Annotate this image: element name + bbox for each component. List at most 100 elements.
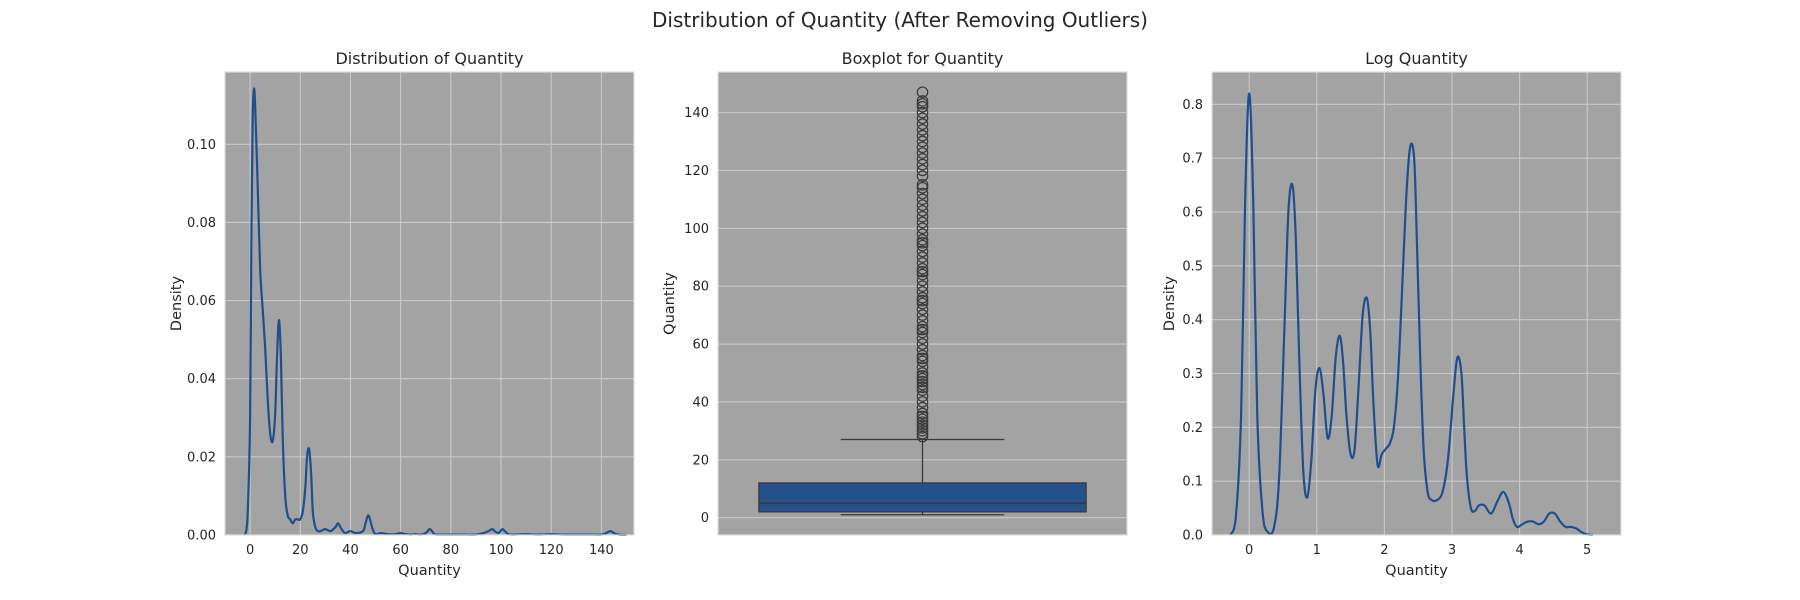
xticks-log: 0 1 2 3 4 5 xyxy=(1245,543,1591,558)
outlier-point xyxy=(916,396,929,408)
outlier-point xyxy=(916,410,929,423)
outlier-point xyxy=(916,401,929,414)
marks-log xyxy=(1229,92,1593,537)
density-line xyxy=(243,87,627,537)
outlier-point xyxy=(916,262,929,275)
outlier-point xyxy=(916,187,929,200)
yticks-distribution: 0.00 0.02 0.04 0.06 0.08 0.10 xyxy=(187,138,216,544)
x-axis-label-log: Quantity xyxy=(1385,563,1448,579)
y-tick-label: 0.4 xyxy=(1182,313,1203,328)
outlier-point xyxy=(916,141,929,154)
outlier-point xyxy=(916,153,929,165)
box-iqr xyxy=(758,482,1087,513)
y-tick-label: 0.06 xyxy=(187,294,216,309)
x-tick-label: 1 xyxy=(1313,543,1321,558)
panel-distribution: Distribution of Quantity 0 20 40 60 80 100 120… xyxy=(169,49,635,579)
outlier-point xyxy=(916,384,929,397)
y-tick-label: 0.0 xyxy=(1182,529,1203,544)
outlier-point xyxy=(916,323,929,336)
outlier-point xyxy=(916,100,929,113)
outlier-point xyxy=(916,349,929,362)
outlier-point xyxy=(916,147,929,159)
outlier-point xyxy=(916,367,929,379)
outlier-point xyxy=(916,124,929,136)
outlier-point xyxy=(916,257,929,269)
outlier-point xyxy=(916,326,929,339)
outlier-point xyxy=(916,361,929,373)
y-tick-label: 0.08 xyxy=(187,216,216,231)
outlier-point xyxy=(916,164,929,177)
x-tick-label: 5 xyxy=(1583,543,1591,558)
outlier-point xyxy=(916,228,929,240)
plot-area-distribution xyxy=(225,72,634,535)
y-axis-label-boxplot: Quantity xyxy=(662,272,678,335)
outlier-point xyxy=(916,251,929,264)
y-tick-label: 140 xyxy=(684,106,709,121)
x-tick-label: 20 xyxy=(292,543,309,558)
y-tick-label: 0.2 xyxy=(1182,421,1203,436)
frame-log xyxy=(1211,71,1622,536)
outlier-point xyxy=(916,291,929,304)
panel-title-distribution: Distribution of Quantity xyxy=(335,49,523,68)
panel-title-log: Log Quantity xyxy=(1365,49,1468,68)
outlier-point xyxy=(916,419,929,431)
y-tick-label: 120 xyxy=(684,164,709,179)
outlier-point xyxy=(916,239,929,252)
outlier-point xyxy=(916,95,929,107)
panel-boxplot: Boxplot for Quantity 020406080100120140 … xyxy=(662,49,1128,536)
outlier-point xyxy=(916,372,929,385)
y-tick-label: 0.04 xyxy=(187,372,216,387)
x-tick-label: 2 xyxy=(1380,543,1388,558)
outlier-point xyxy=(916,413,929,426)
xticks-distribution: 0 20 40 60 80 100 120 140 xyxy=(246,543,614,558)
panel-title-boxplot: Boxplot for Quantity xyxy=(842,49,1004,68)
y-tick-label: 80 xyxy=(692,280,709,295)
outlier-point xyxy=(916,280,929,292)
outlier-point xyxy=(916,268,929,281)
x-tick-label: 40 xyxy=(342,543,359,558)
frame-boxplot xyxy=(717,71,1128,536)
outlier-point xyxy=(916,112,929,125)
x-tick-label: 4 xyxy=(1515,543,1523,558)
density-line xyxy=(1229,92,1593,537)
x-tick-label: 0 xyxy=(246,543,254,558)
y-tick-label: 20 xyxy=(692,453,709,468)
x-tick-label: 3 xyxy=(1448,543,1456,558)
outlier-point xyxy=(916,381,929,394)
outlier-point xyxy=(916,343,929,356)
y-tick-label: 0.8 xyxy=(1182,98,1203,113)
outlier-point xyxy=(916,129,929,142)
outlier-point xyxy=(916,216,929,229)
outlier-point xyxy=(916,297,929,310)
outlier-point xyxy=(916,106,929,119)
outlier-point xyxy=(916,315,929,327)
outlier-point xyxy=(916,338,929,350)
x-tick-label: 100 xyxy=(489,543,514,558)
outlier-point xyxy=(916,425,929,437)
y-tick-label: 0.3 xyxy=(1182,367,1203,382)
outlier-point xyxy=(916,236,929,249)
outlier-point xyxy=(916,135,929,148)
outlier-point xyxy=(916,355,929,368)
outlier-point xyxy=(916,390,929,402)
y-tick-label: 0.5 xyxy=(1182,259,1203,274)
x-tick-label: 0 xyxy=(1245,543,1253,558)
grid-distribution xyxy=(225,72,634,536)
yticks-boxplot: 0 20 40 60 80 100 120 140 xyxy=(684,106,709,526)
outlier-point xyxy=(916,294,929,307)
plot-area-log xyxy=(1212,72,1621,535)
outlier-point xyxy=(916,303,929,316)
outlier-point xyxy=(916,205,929,217)
outlier-point xyxy=(916,245,929,258)
y-tick-label: 40 xyxy=(692,395,709,410)
outlier-point xyxy=(916,309,929,321)
outlier-point xyxy=(916,86,929,99)
outlier-point xyxy=(916,179,929,191)
outlier-point xyxy=(916,416,929,428)
y-tick-label: 0.6 xyxy=(1182,205,1203,220)
y-tick-label: 0.10 xyxy=(187,138,216,153)
outlier-point xyxy=(916,320,929,333)
outlier-point xyxy=(916,193,929,206)
